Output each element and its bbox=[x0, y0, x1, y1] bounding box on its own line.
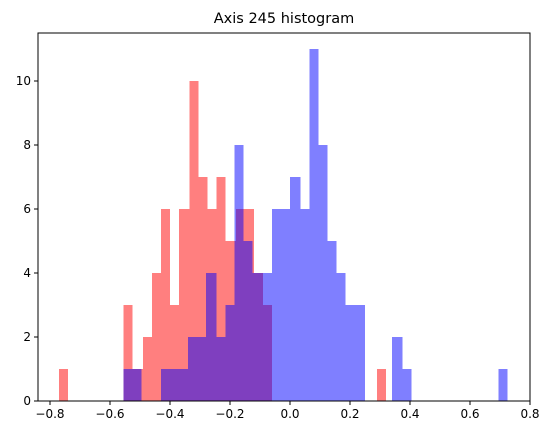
histogram-bar-series-0-bin-11 bbox=[216, 177, 226, 401]
histogram-bar-series-1-bin-0 bbox=[123, 369, 133, 401]
x-tick-label: −0.8 bbox=[35, 407, 64, 421]
histogram-bar-series-0-bin-1 bbox=[123, 305, 133, 401]
histogram-bar-series-1-bin-26 bbox=[498, 369, 508, 401]
histogram-bar-series-1-bin-22 bbox=[345, 305, 356, 401]
histogram-bar-series-1-bin-10 bbox=[234, 145, 244, 401]
y-tick-label: 8 bbox=[23, 138, 31, 152]
histogram-bar-series-1-bin-13 bbox=[263, 273, 272, 401]
histogram-bar-series-0-bin-3 bbox=[143, 337, 152, 401]
x-tick-label: 0.0 bbox=[280, 407, 299, 421]
histogram-bar-series-0-bin-9 bbox=[198, 177, 208, 401]
histogram-bar-series-1-bin-6 bbox=[197, 337, 206, 401]
x-tick-label: −0.6 bbox=[95, 407, 124, 421]
x-tick-label: −0.2 bbox=[215, 407, 244, 421]
axes-group: −0.8 −0.6 −0.4 −0.2 0.0 0.2 0.4 0.6 0.8 0 2 4 6 8 10 bbox=[16, 32, 540, 421]
histogram-bar-series-1-bin-2 bbox=[161, 369, 170, 401]
histogram-bar-series-1-bin-23 bbox=[356, 305, 365, 401]
histogram-bar-series-1-bin-5 bbox=[188, 337, 197, 401]
histogram-bar-series-1-bin-4 bbox=[179, 369, 188, 401]
histogram-bar-series-0-bin-0 bbox=[59, 369, 68, 401]
histogram-bar-series-1-bin-3 bbox=[170, 369, 179, 401]
histogram-bar-series-1-bin-12 bbox=[252, 273, 263, 401]
histogram-bar-series-1-bin-11 bbox=[243, 241, 253, 401]
histogram-bar-series-0-bin-17 bbox=[377, 369, 386, 401]
histogram-bar-series-1-bin-25 bbox=[402, 369, 412, 401]
histogram-bar-series-1-bin-16 bbox=[290, 177, 301, 401]
bars-group bbox=[59, 49, 508, 401]
histogram-bar-series-1-bin-18 bbox=[309, 49, 319, 401]
histogram-bar-series-1-bin-17 bbox=[300, 209, 310, 401]
histogram-bar-series-1-bin-21 bbox=[336, 273, 346, 401]
histogram-bar-series-1-bin-8 bbox=[216, 337, 226, 401]
histogram-bar-series-0-bin-6 bbox=[170, 305, 179, 401]
y-tick-label: 0 bbox=[23, 394, 31, 408]
histogram-bar-series-0-bin-4 bbox=[152, 273, 161, 401]
histogram-bar-series-0-bin-8 bbox=[189, 81, 199, 401]
histogram-bar-series-1-bin-15 bbox=[281, 209, 290, 401]
y-tick-label: 2 bbox=[23, 330, 31, 344]
chart-title: Axis 245 histogram bbox=[214, 11, 354, 27]
y-tick-label: 4 bbox=[23, 266, 31, 280]
histogram-bar-series-1-bin-9 bbox=[225, 305, 235, 401]
plot-frame bbox=[37, 32, 531, 402]
histogram-bar-series-1-bin-1 bbox=[132, 369, 142, 401]
x-tick-label: 0.8 bbox=[520, 407, 539, 421]
x-tick-label: 0.2 bbox=[340, 407, 359, 421]
x-tick-label: 0.6 bbox=[460, 407, 479, 421]
histogram-bar-series-0-bin-7 bbox=[179, 209, 190, 401]
y-tick-label: 10 bbox=[16, 74, 31, 88]
y-tick-label: 6 bbox=[23, 202, 31, 216]
histogram-bar-series-1-bin-14 bbox=[272, 209, 281, 401]
histogram-bar-series-1-bin-20 bbox=[327, 241, 337, 401]
histogram-bar-series-1-bin-7 bbox=[206, 273, 217, 401]
histogram-bar-series-0-bin-5 bbox=[161, 209, 170, 401]
histogram-bar-series-1-bin-24 bbox=[392, 337, 403, 401]
histogram-bar-series-1-bin-19 bbox=[318, 145, 328, 401]
x-tick-label: −0.4 bbox=[155, 407, 184, 421]
x-tick-label: 0.4 bbox=[400, 407, 419, 421]
